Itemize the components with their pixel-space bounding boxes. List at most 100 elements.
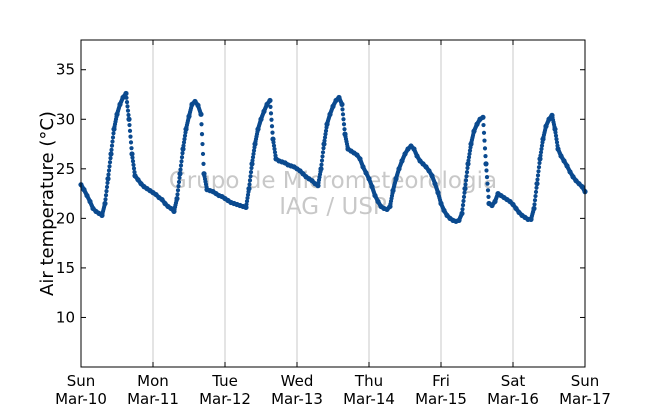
data-point-interp [464,174,469,179]
data-point [123,90,129,97]
data-point-interp [460,207,465,212]
data-point [534,181,540,187]
data-point-interp [247,178,253,183]
x-tick-label-day: Mon [137,372,169,390]
data-point-interp [247,182,252,187]
data-point-interp [248,170,254,175]
data-point-interp [103,197,108,202]
data-point-interp [178,163,184,168]
data-point-interp [179,159,184,164]
data-point-interp [175,188,181,193]
x-tick-label-date: Mar-13 [271,390,323,408]
data-point-interp [467,148,473,153]
data-point-interp [245,195,250,201]
data-point [177,171,183,177]
data-point-interp [130,155,135,160]
data-point-interp [539,143,545,148]
data-point-interp [129,146,134,151]
data-point [105,176,111,182]
data-point-interp [322,135,328,140]
data-point-interp [463,178,469,183]
data-point [339,101,345,108]
data-point-interp [461,198,466,204]
x-tick-label-date: Mar-15 [415,390,467,408]
y-axis: 10 15 20 25 30 35 [56,61,585,326]
data-point-interp [124,100,130,105]
x-tick-label-date: Mar-12 [199,390,251,408]
data-point-interp [484,168,489,173]
data-point-interp [130,159,136,164]
data-point-interp [270,130,275,135]
x-tick-label-day: Sun [67,372,96,390]
data-point-interp [553,133,559,138]
data-points [78,90,588,224]
data-point-interp [111,131,116,136]
data-point-interp [461,194,467,199]
data-point-interp [481,130,487,135]
data-point [129,151,135,157]
data-point-interp [483,154,488,159]
data-point-interp [539,146,544,152]
y-tick-label: 30 [56,110,75,128]
x-tick-label-day: Thu [354,372,383,390]
x-axis: SunMar-10MonMar-11TueMar-12WedMar-13ThuM… [55,40,611,408]
data-point [483,161,489,167]
data-point-interp [109,147,114,152]
data-point [198,111,204,117]
data-point-interp [464,170,470,175]
data-point-interp [105,180,110,185]
y-axis-label: Air temperature (°C) [37,111,58,296]
data-point-interp [106,172,111,177]
data-point-interp [176,184,181,189]
data-point-interp [109,143,115,148]
data-point-interp [481,122,486,128]
data-point-interp [176,179,182,185]
y-tick-label: 20 [56,209,75,227]
data-point-interp [181,143,186,148]
data-point-interp [535,173,541,178]
data-point-interp [533,193,538,199]
data-point-interp [106,168,112,173]
data-point [180,146,186,152]
x-tick-label-date: Mar-14 [343,390,395,408]
data-point-interp [319,158,325,163]
data-point-interp [484,174,490,180]
data-point-interp [272,150,278,155]
x-tick-label-date: Mar-11 [127,390,179,408]
data-point-interp [200,151,206,157]
x-tick-label-day: Sat [501,372,526,390]
data-point-interp [125,104,130,109]
data-point-interp [249,165,254,171]
data-point [267,97,273,104]
data-point-interp [103,193,109,198]
data-point-interp [132,170,137,175]
data-point-interp [248,174,253,179]
y-tick-label: 10 [56,308,75,326]
data-point [174,195,180,202]
data-point-interp [465,165,470,171]
data-point [126,116,132,122]
y-tick-label: 15 [56,259,75,277]
data-point-interp [319,162,324,167]
data-point-interp [250,158,255,163]
data-point [480,114,486,120]
data-point [465,161,471,167]
data-point-interp [104,189,109,194]
data-point-interp [182,136,187,142]
data-point-interp [268,104,273,109]
data-point-interp [245,192,251,198]
data-point-interp [322,138,327,143]
data-point-interp [251,151,256,157]
data-point-interp [244,199,250,204]
data-point-interp [485,188,491,193]
data-point-interp [179,155,185,160]
data-point [552,126,558,132]
data-point-interp [536,165,542,170]
x-tick-label-day: Fri [432,372,450,390]
data-point-interp [467,151,472,157]
data-point-interp [462,190,467,195]
data-point [462,186,468,192]
data-point-interp [201,161,206,166]
data-point-interp [182,133,188,138]
